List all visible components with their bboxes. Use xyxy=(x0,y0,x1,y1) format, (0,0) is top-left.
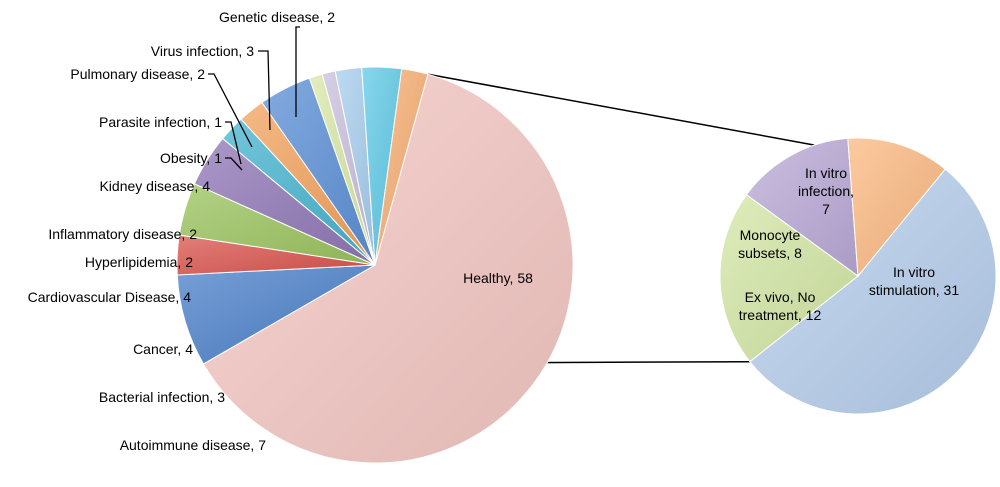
label-autoimmune-disease: Autoimmune disease, 7 xyxy=(120,437,267,453)
label-hyperlipidemia: Hyperlipidemia, 2 xyxy=(85,254,193,270)
subslice-in-vitro-stimulation xyxy=(749,168,997,415)
label-in-vitro-stimulation: In vitro stimulation, 31 xyxy=(869,264,959,298)
label-parasite-infection: Parasite infection, 1 xyxy=(99,114,222,130)
label-pulmonary-disease: Pulmonary disease, 2 xyxy=(70,66,205,82)
label-ex-vivo-no-treatment: Ex vivo, No treatment, 12 xyxy=(739,289,822,323)
label-obesity: Obesity, 1 xyxy=(160,150,222,166)
label-cardiovascular-disease: Cardiovascular Disease, 4 xyxy=(28,289,192,305)
label-kidney-disease: Kidney disease, 4 xyxy=(99,178,210,194)
label-in-vitro-infection: In vitro infection, 7 xyxy=(798,165,854,217)
label-virus-infection: Virus infection, 3 xyxy=(151,43,254,59)
subslice-monocyte-subsets xyxy=(745,137,859,278)
label-cancer: Cancer, 4 xyxy=(133,341,193,357)
sub-pie xyxy=(719,137,997,415)
leader-parasite-infection xyxy=(225,121,242,165)
label-monocyte-subsets: Monocyte subsets, 8 xyxy=(738,227,802,261)
leader-obesity xyxy=(225,157,243,171)
leader-pulmonary-disease xyxy=(208,73,253,148)
slice-labels: Healthy, 58 Autoimmune disease, 7 Bacteria… xyxy=(28,9,960,453)
label-healthy: Healthy, 58 xyxy=(463,270,533,286)
label-bacterial-infection: Bacterial infection, 3 xyxy=(99,389,225,405)
leader-virus-infection xyxy=(258,50,271,131)
slice-genetic-disease xyxy=(374,68,429,266)
label-inflammatory-disease: Inflammatory disease, 2 xyxy=(48,226,197,242)
subslice-in-vitro-infection xyxy=(847,137,946,278)
subslice-ex-vivo-no-treatment xyxy=(719,194,859,363)
slice-healthy xyxy=(202,73,574,464)
label-genetic-disease: Genetic disease, 2 xyxy=(219,9,335,25)
main-pie xyxy=(176,66,574,464)
leader-genetic-disease xyxy=(295,26,300,117)
leader-lines xyxy=(208,26,300,171)
